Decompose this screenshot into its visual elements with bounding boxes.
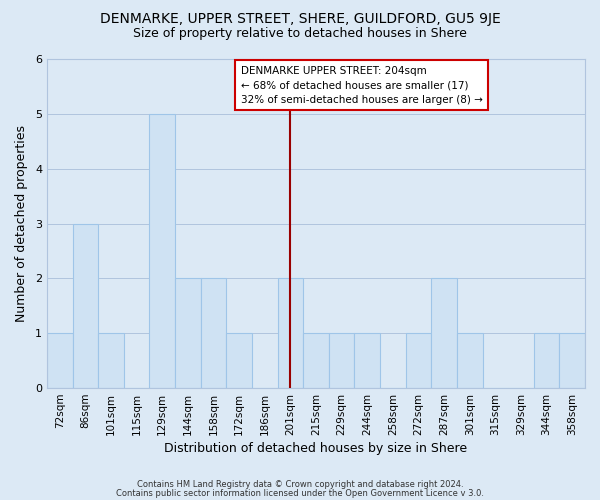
Bar [47,333,73,388]
Text: DENMARKE, UPPER STREET, SHERE, GUILDFORD, GU5 9JE: DENMARKE, UPPER STREET, SHERE, GUILDFORD… [100,12,500,26]
Bar [200,278,226,388]
Bar [431,278,457,388]
Bar [278,278,303,388]
Bar [457,333,482,388]
Bar [534,333,559,388]
Bar [406,333,431,388]
X-axis label: Distribution of detached houses by size in Shere: Distribution of detached houses by size … [164,442,467,455]
Text: Contains public sector information licensed under the Open Government Licence v : Contains public sector information licen… [116,490,484,498]
Bar [303,333,329,388]
Bar [73,224,98,388]
Bar [329,333,355,388]
Text: DENMARKE UPPER STREET: 204sqm
← 68% of detached houses are smaller (17)
32% of s: DENMARKE UPPER STREET: 204sqm ← 68% of d… [241,66,482,105]
Bar [355,333,380,388]
Bar [98,333,124,388]
Bar [149,114,175,388]
Text: Size of property relative to detached houses in Shere: Size of property relative to detached ho… [133,28,467,40]
Y-axis label: Number of detached properties: Number of detached properties [15,125,28,322]
Text: Contains HM Land Registry data © Crown copyright and database right 2024.: Contains HM Land Registry data © Crown c… [137,480,463,489]
Bar [559,333,585,388]
Bar [226,333,252,388]
Bar [175,278,200,388]
